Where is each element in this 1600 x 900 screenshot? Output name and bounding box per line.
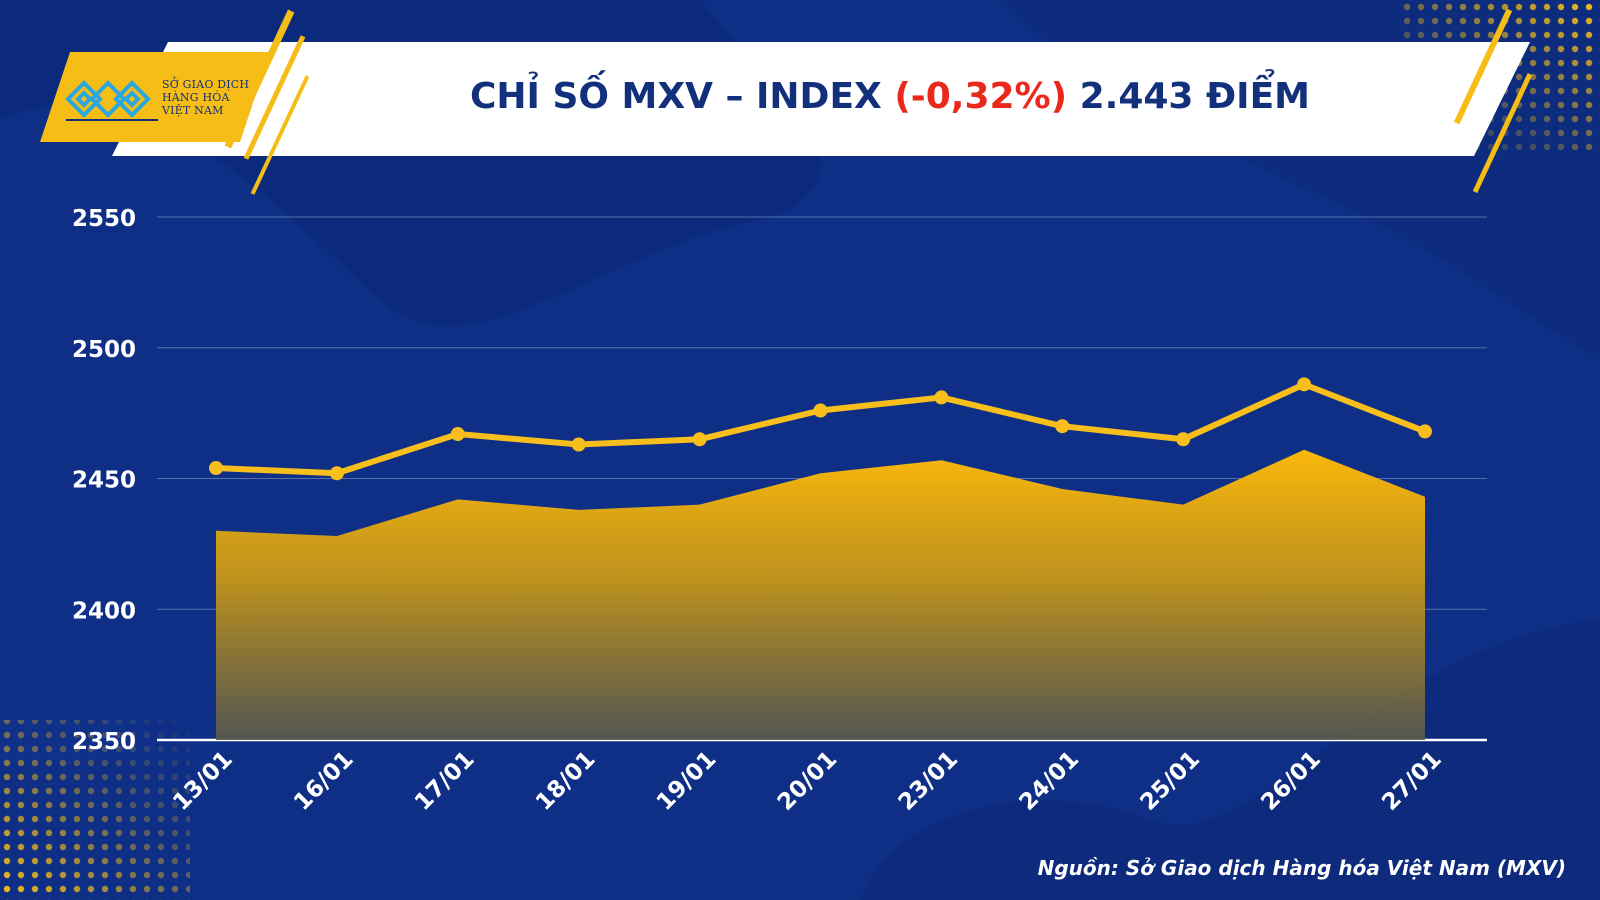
x-tick-label: 19/01 (652, 746, 722, 816)
line-series (209, 377, 1432, 481)
area-series (216, 449, 1425, 740)
x-axis-ticks: 13/01 16/01 17/01 18/01 19/01 20/01 23/01 24/01… (168, 746, 1447, 816)
source-note: Nguồn: Sở Giao dịch Hàng hóa Việt Nam (M… (1037, 856, 1566, 880)
logo-line-3: VIỆT NAM (162, 104, 224, 117)
title-suffix: 2.443 ĐIỂM (1067, 76, 1310, 117)
x-tick-label: 26/01 (1256, 746, 1326, 816)
x-tick-label: 18/01 (531, 746, 601, 816)
x-tick-label: 17/01 (410, 746, 480, 816)
y-tick-label: 2450 (72, 468, 136, 494)
data-point (450, 427, 465, 442)
logo-text: SỞ GIAO DỊCH HÀNG HÓA VIỆT NAM (162, 78, 272, 117)
y-tick-label: 2500 (72, 337, 136, 363)
x-tick-label: 24/01 (1015, 746, 1085, 816)
data-point (1297, 377, 1312, 392)
x-tick-label: 25/01 (1135, 746, 1205, 816)
data-point (1418, 424, 1432, 439)
x-tick-label: 16/01 (289, 746, 359, 816)
data-point (571, 437, 586, 452)
data-point (1055, 419, 1070, 434)
chart-title: CHỈ SỐ MXV – INDEX (-0,32%) 2.443 ĐIỂM (330, 76, 1450, 117)
logo-line-2: HÀNG HÓA (162, 91, 230, 104)
x-tick-label: 20/01 (773, 746, 843, 816)
data-point (209, 461, 223, 476)
y-axis-ticks: 2350 2400 2450 2500 2550 (72, 206, 136, 755)
x-tick-label: 23/01 (894, 746, 964, 816)
data-point (692, 432, 707, 447)
y-tick-label: 2400 (72, 598, 136, 624)
data-point (934, 390, 949, 405)
title-prefix: CHỈ SỐ MXV – INDEX (469, 76, 895, 117)
y-tick-label: 2550 (72, 206, 136, 232)
x-tick-label: 27/01 (1377, 746, 1447, 816)
data-point (813, 403, 828, 418)
mxv-logo-icon (65, 80, 158, 121)
x-tick-label: 13/01 (168, 746, 238, 816)
data-point (329, 466, 344, 481)
y-tick-label: 2350 (72, 729, 136, 755)
series-line (213, 381, 1428, 477)
title-banner (112, 42, 1530, 156)
area-fill (216, 449, 1425, 740)
data-point (1176, 432, 1191, 447)
title-change: (-0,32%) (894, 76, 1068, 117)
logo-line-1: SỞ GIAO DỊCH (162, 78, 250, 91)
